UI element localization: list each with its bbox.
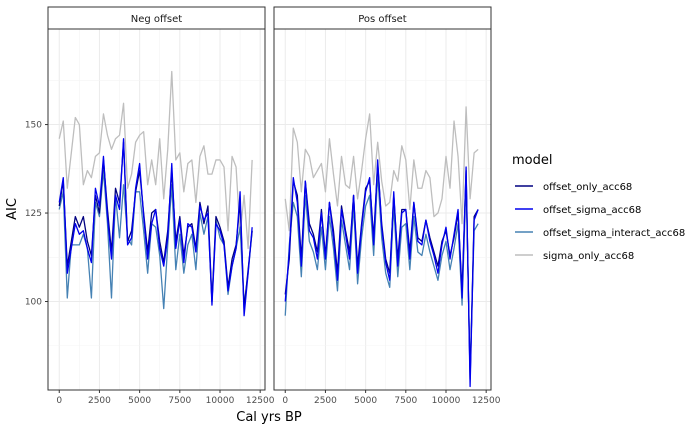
series-line-sigma-only-acc68 (284, 106, 479, 232)
y-tick-label: 150 (25, 121, 42, 131)
legend-item-sigma-only-acc68: sigma_only_acc68 (515, 251, 634, 262)
x-tick-label: 7500 (394, 396, 417, 406)
x-axis-title: Cal yrs BP (236, 410, 302, 425)
x-axis-ticks: 0 2500 5000 7500 10000 12500 (56, 390, 275, 406)
y-axis-ticks: 100 125 150 (25, 121, 48, 308)
x-tick-label: 0 (56, 396, 62, 406)
panel-background (48, 29, 265, 390)
legend-item-offset-only-acc68: offset_only_acc68 (515, 182, 632, 193)
y-axis-title: AIC (5, 198, 20, 220)
series-line-offset-sigma-acc68 (58, 138, 253, 317)
panel-border (47, 28, 266, 391)
legend-title: model (512, 153, 552, 168)
series-lines (284, 106, 479, 388)
y-tick-label: 125 (25, 209, 42, 219)
legend: model offset_only_acc68 offset_sigma_acc6… (512, 153, 685, 262)
legend-label: offset_only_acc68 (543, 182, 632, 193)
x-tick-label: 10000 (206, 396, 235, 406)
x-tick-label: 0 (282, 396, 288, 406)
legend-label: sigma_only_acc68 (543, 251, 634, 262)
panel-pos-offset: Pos offset 0 2500 5000 7500 10000 12500 (273, 6, 501, 406)
panel-border (273, 28, 492, 391)
x-tick-label: 5000 (128, 396, 151, 406)
facet-strip-label: Pos offset (358, 14, 407, 25)
x-tick-label: 2500 (88, 396, 111, 406)
series-line-offset-sigma-acc68 (284, 159, 479, 388)
y-tick-label: 100 (25, 298, 42, 308)
series-line-sigma-only-acc68 (58, 70, 253, 250)
series-line-offset-sigma-interact-acc68 (284, 173, 479, 373)
series-lines (58, 70, 253, 317)
legend-label: offset_sigma_interact_acc68 (543, 228, 685, 239)
x-tick-label: 10000 (432, 396, 461, 406)
panel-background (274, 29, 491, 390)
series-line-offset-sigma-interact-acc68 (58, 169, 253, 310)
facet-strip-label: Neg offset (131, 14, 183, 25)
x-tick-label: 12500 (472, 396, 501, 406)
x-tick-label: 7500 (168, 396, 191, 406)
legend-items: offset_only_acc68 offset_sigma_acc68offse… (515, 182, 685, 262)
x-tick-label: 2500 (314, 396, 337, 406)
x-tick-label: 12500 (246, 396, 275, 406)
x-axis-ticks: 0 2500 5000 7500 10000 12500 (282, 390, 501, 406)
x-tick-label: 5000 (354, 396, 377, 406)
legend-item-offset-sigma-interact-acc68: offset_sigma_interact_acc68 (515, 228, 685, 239)
legend-item-offset-sigma-acc68: offset_sigma_acc68 (515, 205, 641, 216)
legend-label: offset_sigma_acc68 (543, 205, 641, 216)
